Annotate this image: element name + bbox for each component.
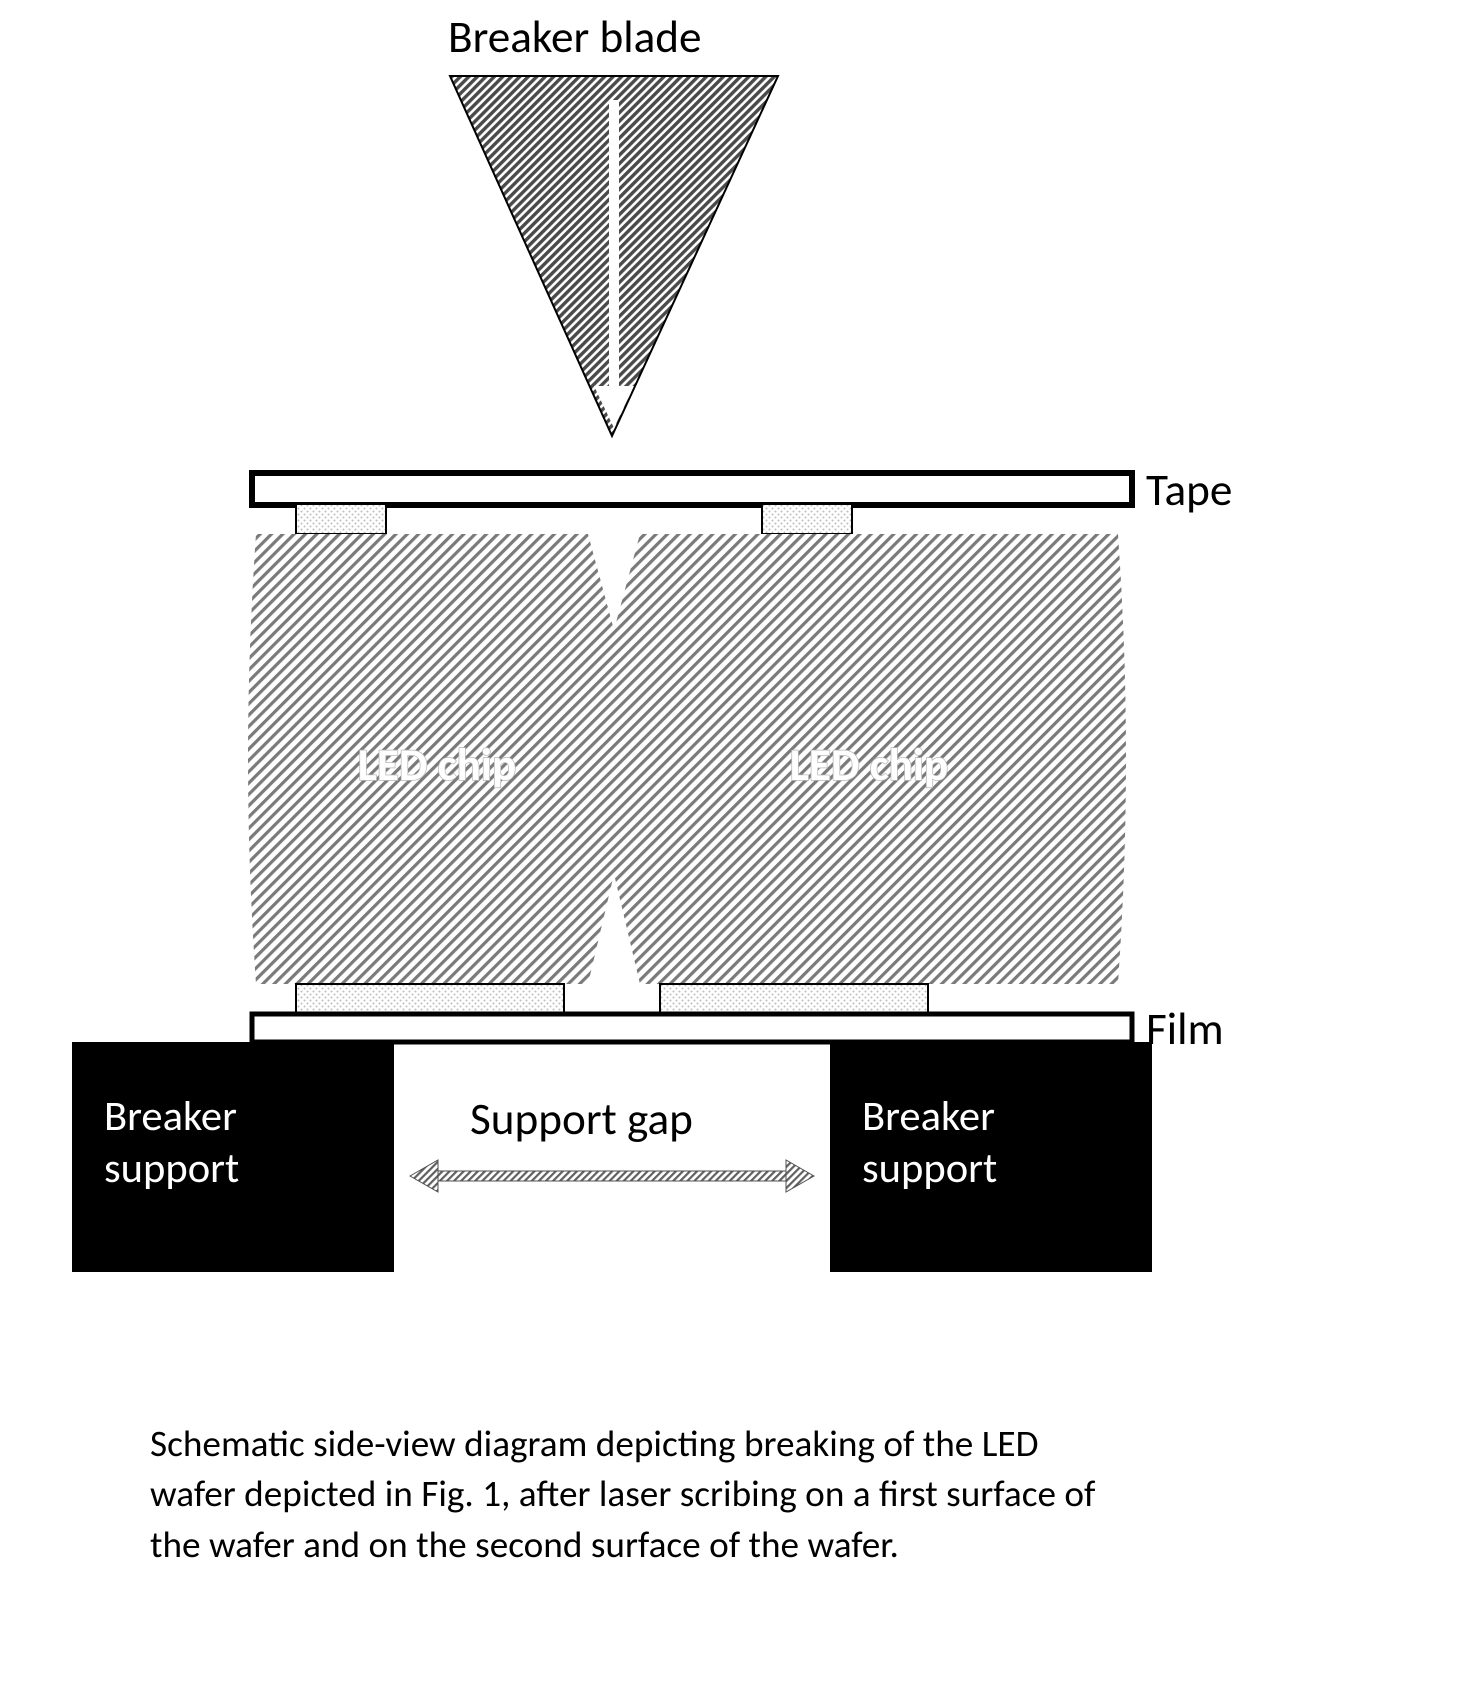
diagram-canvas: LED chip LED chip Breaker blade Tape Film Sup… <box>0 0 1465 1696</box>
tape-label: Tape <box>1146 463 1232 518</box>
film-bar <box>252 1014 1132 1042</box>
led-chip-right-label: LED chip <box>790 738 948 793</box>
top-electrode-left <box>296 504 386 534</box>
tape-bar <box>252 473 1132 505</box>
top-electrode-right <box>762 504 852 534</box>
support-gap-arrow-head-right <box>786 1160 814 1192</box>
bottom-electrode-left <box>296 984 564 1014</box>
support-gap-arrow-head-left <box>410 1160 438 1192</box>
support-gap-label: Support gap <box>470 1092 693 1147</box>
film-label: Film <box>1146 1002 1224 1057</box>
figure-caption: Schematic side-view diagram depicting br… <box>150 1420 1110 1571</box>
bottom-electrode-right <box>660 984 928 1014</box>
breaker-support-right-label: Breaker support <box>862 1090 997 1194</box>
support-gap-arrow-shaft <box>432 1171 792 1181</box>
breaker-support-left-label: Breaker support <box>104 1090 239 1194</box>
breaker-blade-label: Breaker blade <box>448 10 702 65</box>
led-chip-left-label: LED chip <box>358 738 516 793</box>
